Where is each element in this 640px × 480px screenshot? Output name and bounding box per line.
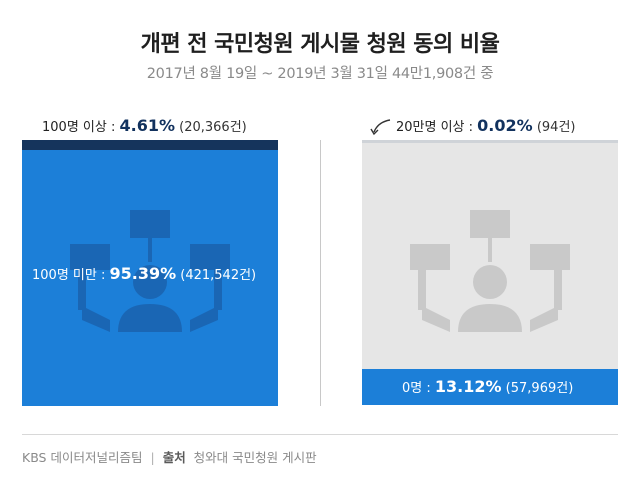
- footer: KBS 데이터저널리즘팀 | 출처 청와대 국민청원 게시판: [22, 447, 317, 466]
- footer-separator: |: [150, 450, 155, 465]
- label-100-under-pct: 95.39%: [109, 264, 177, 283]
- footer-source: 청와대 국민청원 게시판: [193, 450, 317, 465]
- label-200k-plus-pct: 0.02%: [477, 116, 533, 135]
- bar-200k-plus: [362, 140, 618, 143]
- bar-100-plus: [22, 140, 278, 150]
- footer-team: KBS 데이터저널리즘팀: [22, 450, 143, 465]
- label-100-under-text: 100명 미만 :: [32, 268, 110, 283]
- label-100-plus-pct: 4.61%: [119, 116, 175, 135]
- arrow-icon: [370, 119, 391, 136]
- label-100-plus-count: (20,366건): [179, 120, 247, 135]
- label-zero-pct: 13.12%: [434, 377, 502, 396]
- label-200k-plus-text: 20만명 이상 :: [396, 120, 478, 135]
- label-100-plus: 100명 이상 : 4.61% (20,366건): [42, 116, 247, 135]
- label-100-under: 100명 미만 : 95.39% (421,542건): [32, 264, 256, 283]
- label-zero-count: (57,969건): [505, 381, 574, 396]
- protest-crowd-icon: [70, 210, 230, 332]
- chart-title: 개편 전 국민청원 게시물 청원 동의 비율: [140, 32, 500, 57]
- label-100-under-count: (421,542건): [180, 268, 257, 283]
- center-divider: [320, 140, 321, 406]
- bar-zero: [362, 369, 618, 405]
- label-100-plus-text: 100명 이상 :: [42, 120, 120, 135]
- footer-rule: [22, 434, 618, 435]
- label-zero-text: 0명 :: [402, 381, 435, 396]
- label-200k-plus: 20만명 이상 : 0.02% (94건): [396, 116, 575, 135]
- label-zero: 0명 : 13.12% (57,969건): [402, 377, 573, 396]
- chart-subtitle: 2017년 8월 19일 ~ 2019년 3월 31일 44만1,908건 중: [146, 66, 494, 82]
- label-200k-plus-count: (94건): [536, 120, 576, 135]
- footer-source-label: 출처: [162, 450, 186, 465]
- protest-crowd-icon: [410, 210, 570, 332]
